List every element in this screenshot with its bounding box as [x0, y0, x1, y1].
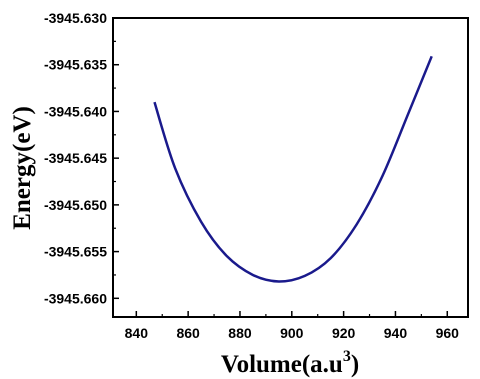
- x-axis-title-superscript: 3: [343, 348, 351, 365]
- y-axis-ticks: -3945.630 -3945.635 -3945.640 -3945.645 -394…: [44, 10, 119, 306]
- x-tick-label: 840: [125, 325, 149, 341]
- y-tick-label: -3945.660: [44, 290, 107, 306]
- series-line: [153, 55, 433, 283]
- y-tick-label: -3945.645: [44, 150, 107, 166]
- plot-frame: [112, 17, 469, 318]
- x-tick-label: 960: [436, 325, 460, 341]
- x-axis-ticks: 840 860 880 900 920 940 960: [125, 311, 460, 341]
- x-tick-label: 880: [228, 325, 252, 341]
- y-tick-label: -3945.635: [44, 57, 107, 73]
- y-tick-label: -3945.655: [44, 244, 107, 260]
- x-tick-label: 920: [332, 325, 356, 341]
- y-axis-title: Energy(eV): [9, 106, 36, 230]
- x-axis-title-suffix: ): [351, 351, 359, 378]
- x-tick-label: 860: [176, 325, 200, 341]
- y-tick-label: -3945.640: [44, 103, 107, 119]
- y-tick-label: -3945.650: [44, 197, 107, 213]
- y-tick-label: -3945.630: [44, 10, 107, 26]
- x-tick-label: 940: [384, 325, 408, 341]
- x-tick-label: 900: [280, 325, 304, 341]
- x-axis-title-main: Volume(a.u: [221, 351, 343, 378]
- x-axis-title: Volume(a.u3): [221, 348, 359, 378]
